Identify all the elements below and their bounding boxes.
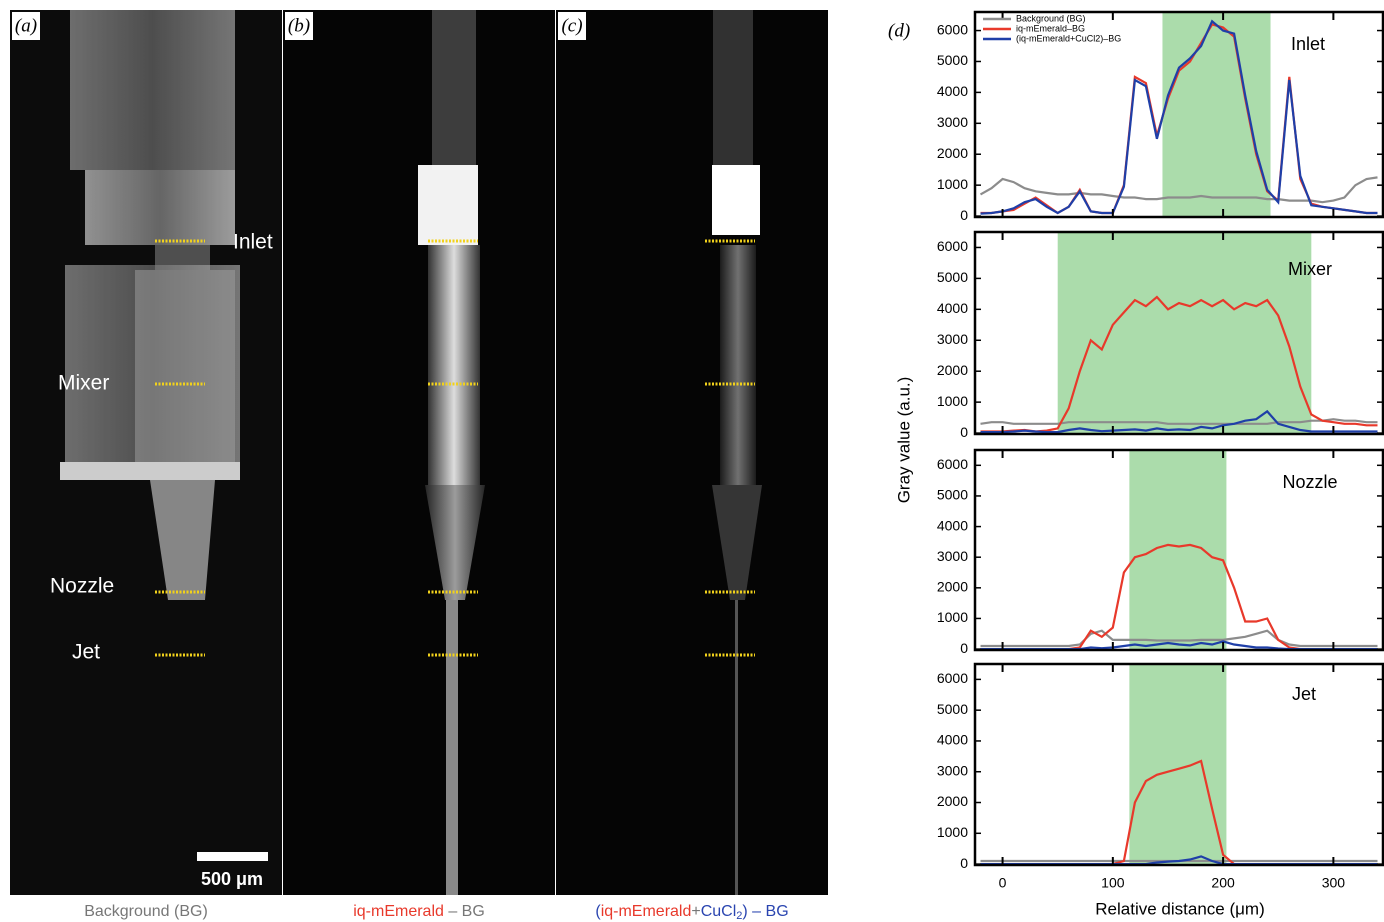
- y-tick-label: 6000: [937, 238, 968, 254]
- shaded-region: [1129, 450, 1227, 650]
- y-tick-label: 4000: [937, 517, 968, 533]
- shaded-region: [1162, 12, 1271, 217]
- series-line: [980, 629, 1378, 648]
- scale-bar: [197, 852, 268, 861]
- caption-part: – BG: [444, 903, 485, 920]
- y-tick-label: 0: [960, 207, 968, 223]
- panel-label: (a): [15, 15, 37, 36]
- legend-label: (iq-mEmerald+CuCl2)–BG: [1016, 33, 1121, 43]
- region-label: Inlet: [233, 231, 273, 254]
- caption-part: +: [691, 903, 700, 920]
- series-line: [980, 418, 1378, 425]
- y-tick-label: 6000: [937, 21, 968, 37]
- y-tick-label: 2000: [937, 362, 968, 378]
- caption-part: ) – BG: [742, 903, 788, 920]
- panel-label-box: [285, 12, 313, 40]
- annotation: Jet: [1292, 684, 1316, 704]
- panel-label: (c): [561, 15, 582, 36]
- y-tick-label: 5000: [937, 701, 968, 717]
- y-tick-label: 5000: [937, 487, 968, 503]
- caption-part: iq-mEmerald: [353, 903, 444, 920]
- y-tick-label: 5000: [937, 269, 968, 285]
- y-axis-label: Gray value (a.u.): [894, 377, 913, 504]
- plot-frame: [973, 230, 1384, 436]
- x-tick-label: 300: [1322, 875, 1346, 891]
- series-line: [980, 19, 1378, 215]
- y-tick-label: 1000: [937, 393, 968, 409]
- y-tick-label: 4000: [937, 83, 968, 99]
- profile-lines: [155, 239, 755, 657]
- y-tick-label: 4000: [937, 300, 968, 316]
- legend-label: iq-mEmerald–BG: [1016, 23, 1085, 33]
- y-tick-label: 3000: [937, 331, 968, 347]
- plot-area: [979, 12, 1378, 217]
- image-b: [283, 10, 555, 895]
- caption: iq-mEmerald – BG: [353, 903, 485, 920]
- plot-area: [980, 664, 1378, 865]
- series-line: [979, 176, 1378, 204]
- x-tick-label: 0: [999, 875, 1007, 891]
- y-tick-label: 1000: [937, 824, 968, 840]
- device-a: [60, 10, 240, 600]
- shaded-region: [1057, 232, 1312, 434]
- device-c: [712, 10, 762, 895]
- x-tick-label: 100: [1101, 875, 1125, 891]
- caption-part: (: [595, 903, 601, 920]
- plot-frame: [973, 662, 1384, 867]
- series-line: [980, 295, 1378, 433]
- y-tick-label: 0: [960, 640, 968, 656]
- device-b: [418, 10, 485, 895]
- y-tick-label: 1000: [937, 176, 968, 192]
- x-axis-label: Relative distance (μm): [1095, 899, 1264, 918]
- caption-part: iq-mEmerald: [601, 903, 692, 920]
- y-tick-label: 3000: [937, 548, 968, 564]
- region-label: Mixer: [58, 372, 109, 395]
- panel-label: (b): [288, 15, 310, 36]
- annotation: Nozzle: [1282, 472, 1337, 492]
- image-c: [556, 10, 828, 895]
- caption-part: Background (BG): [84, 903, 208, 920]
- caption: (iq-mEmerald+CuCl2) – BG: [595, 903, 788, 922]
- caption-part: 2: [736, 910, 742, 922]
- caption-part: CuCl: [701, 903, 737, 920]
- y-tick-label: 3000: [937, 114, 968, 130]
- y-tick-label: 5000: [937, 52, 968, 68]
- panel-label-box: [12, 12, 40, 40]
- image-panels: (a) (b) (c) Inlet Mixer Nozzle Jet 500 μ…: [10, 10, 828, 922]
- y-tick-label: 0: [960, 424, 968, 440]
- plot-frame: [973, 10, 1384, 219]
- y-tick-label: 2000: [937, 145, 968, 161]
- annotation: Mixer: [1288, 259, 1332, 279]
- scale-bar-label: 500 μm: [201, 869, 263, 889]
- panel-label: (d): [888, 20, 910, 41]
- plot-area: [980, 232, 1378, 434]
- y-tick-label: 0: [960, 855, 968, 871]
- caption: Background (BG): [84, 903, 208, 920]
- legend-label: Background (BG): [1016, 13, 1086, 23]
- y-tick-label: 2000: [937, 793, 968, 809]
- y-tick-label: 6000: [937, 670, 968, 686]
- annotation: Inlet: [1291, 34, 1325, 54]
- y-tick-label: 4000: [937, 732, 968, 748]
- series-line: [980, 409, 1378, 434]
- y-tick-label: 3000: [937, 762, 968, 778]
- region-label: Nozzle: [50, 575, 114, 598]
- y-tick-label: 6000: [937, 456, 968, 472]
- y-tick-label: 1000: [937, 609, 968, 625]
- y-tick-label: 2000: [937, 579, 968, 595]
- region-label: Jet: [72, 641, 100, 664]
- plot-frame: [973, 448, 1384, 652]
- shaded-region: [1129, 664, 1227, 865]
- x-tick-label: 200: [1211, 875, 1235, 891]
- panel-label-box: [558, 12, 586, 40]
